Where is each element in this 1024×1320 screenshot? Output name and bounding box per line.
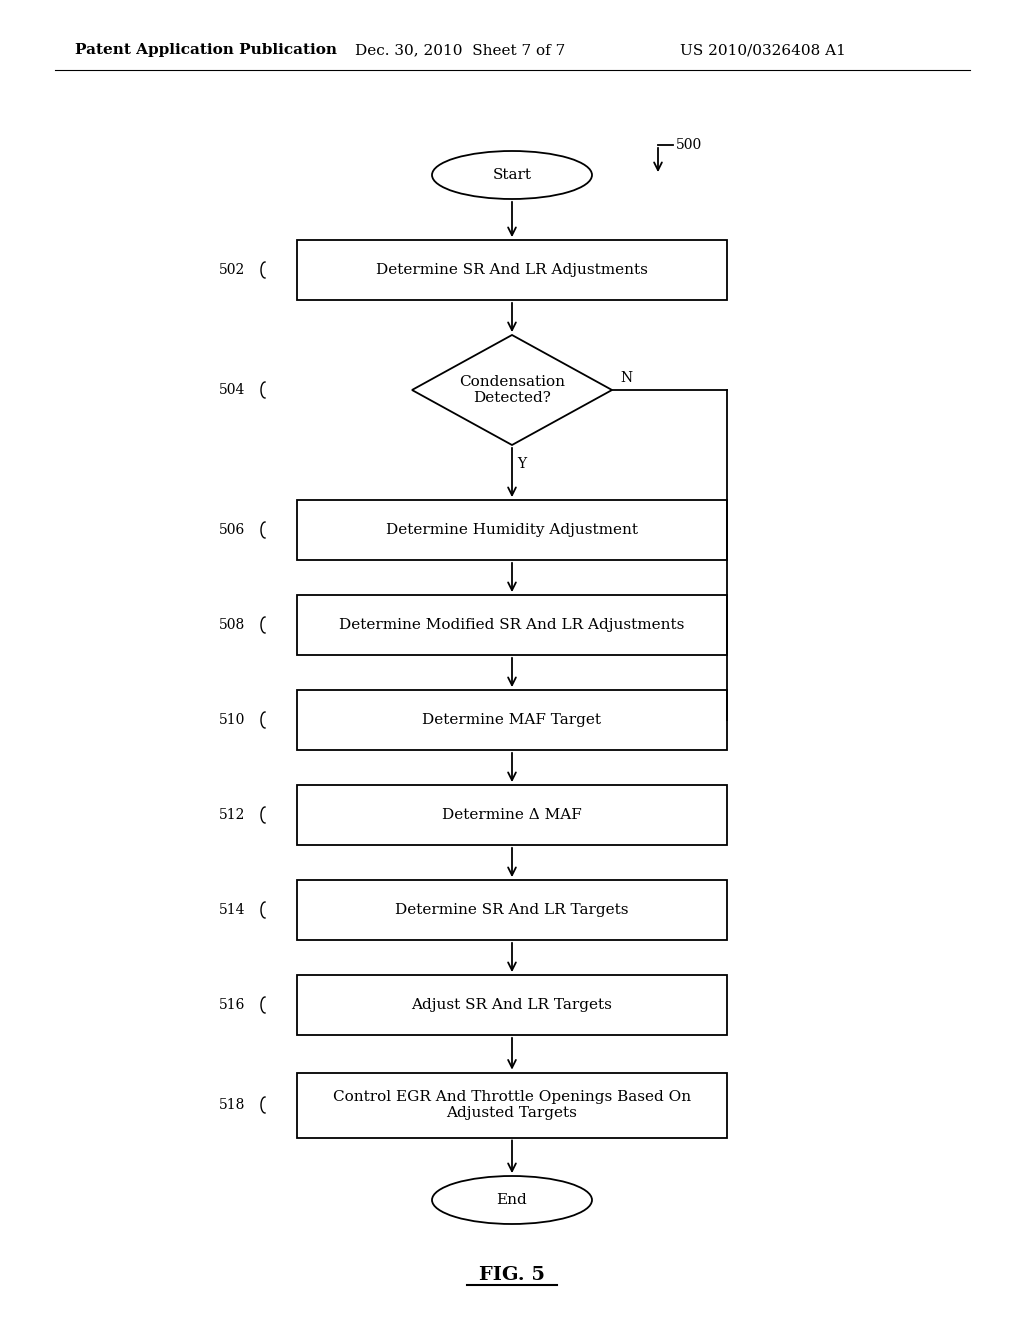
Text: Patent Application Publication: Patent Application Publication <box>75 44 337 57</box>
Text: 502: 502 <box>219 263 245 277</box>
FancyBboxPatch shape <box>297 975 727 1035</box>
FancyBboxPatch shape <box>297 240 727 300</box>
Text: Determine Modified SR And LR Adjustments: Determine Modified SR And LR Adjustments <box>339 618 685 632</box>
Text: Determine SR And LR Adjustments: Determine SR And LR Adjustments <box>376 263 648 277</box>
Text: 512: 512 <box>219 808 245 822</box>
Text: 504: 504 <box>219 383 245 397</box>
Text: Adjust SR And LR Targets: Adjust SR And LR Targets <box>412 998 612 1012</box>
Text: Y: Y <box>517 457 526 471</box>
Text: Condensation
Detected?: Condensation Detected? <box>459 375 565 405</box>
Ellipse shape <box>432 1176 592 1224</box>
Text: 500: 500 <box>676 139 702 152</box>
Text: Determine MAF Target: Determine MAF Target <box>423 713 601 727</box>
Text: 516: 516 <box>219 998 245 1012</box>
Text: 506: 506 <box>219 523 245 537</box>
FancyBboxPatch shape <box>297 595 727 655</box>
Text: 518: 518 <box>219 1098 245 1111</box>
Text: End: End <box>497 1193 527 1206</box>
Text: 514: 514 <box>218 903 245 917</box>
Text: 510: 510 <box>219 713 245 727</box>
Text: US 2010/0326408 A1: US 2010/0326408 A1 <box>680 44 846 57</box>
FancyBboxPatch shape <box>297 500 727 560</box>
Text: Determine SR And LR Targets: Determine SR And LR Targets <box>395 903 629 917</box>
Text: FIG. 5: FIG. 5 <box>479 1266 545 1284</box>
Ellipse shape <box>432 150 592 199</box>
Text: 508: 508 <box>219 618 245 632</box>
FancyBboxPatch shape <box>297 690 727 750</box>
FancyBboxPatch shape <box>297 785 727 845</box>
Text: Start: Start <box>493 168 531 182</box>
Text: Control EGR And Throttle Openings Based On
Adjusted Targets: Control EGR And Throttle Openings Based … <box>333 1090 691 1121</box>
Polygon shape <box>412 335 612 445</box>
Text: Determine Δ MAF: Determine Δ MAF <box>442 808 582 822</box>
Text: Determine Humidity Adjustment: Determine Humidity Adjustment <box>386 523 638 537</box>
Text: Dec. 30, 2010  Sheet 7 of 7: Dec. 30, 2010 Sheet 7 of 7 <box>355 44 565 57</box>
Text: N: N <box>620 371 632 385</box>
FancyBboxPatch shape <box>297 1072 727 1138</box>
FancyBboxPatch shape <box>297 880 727 940</box>
